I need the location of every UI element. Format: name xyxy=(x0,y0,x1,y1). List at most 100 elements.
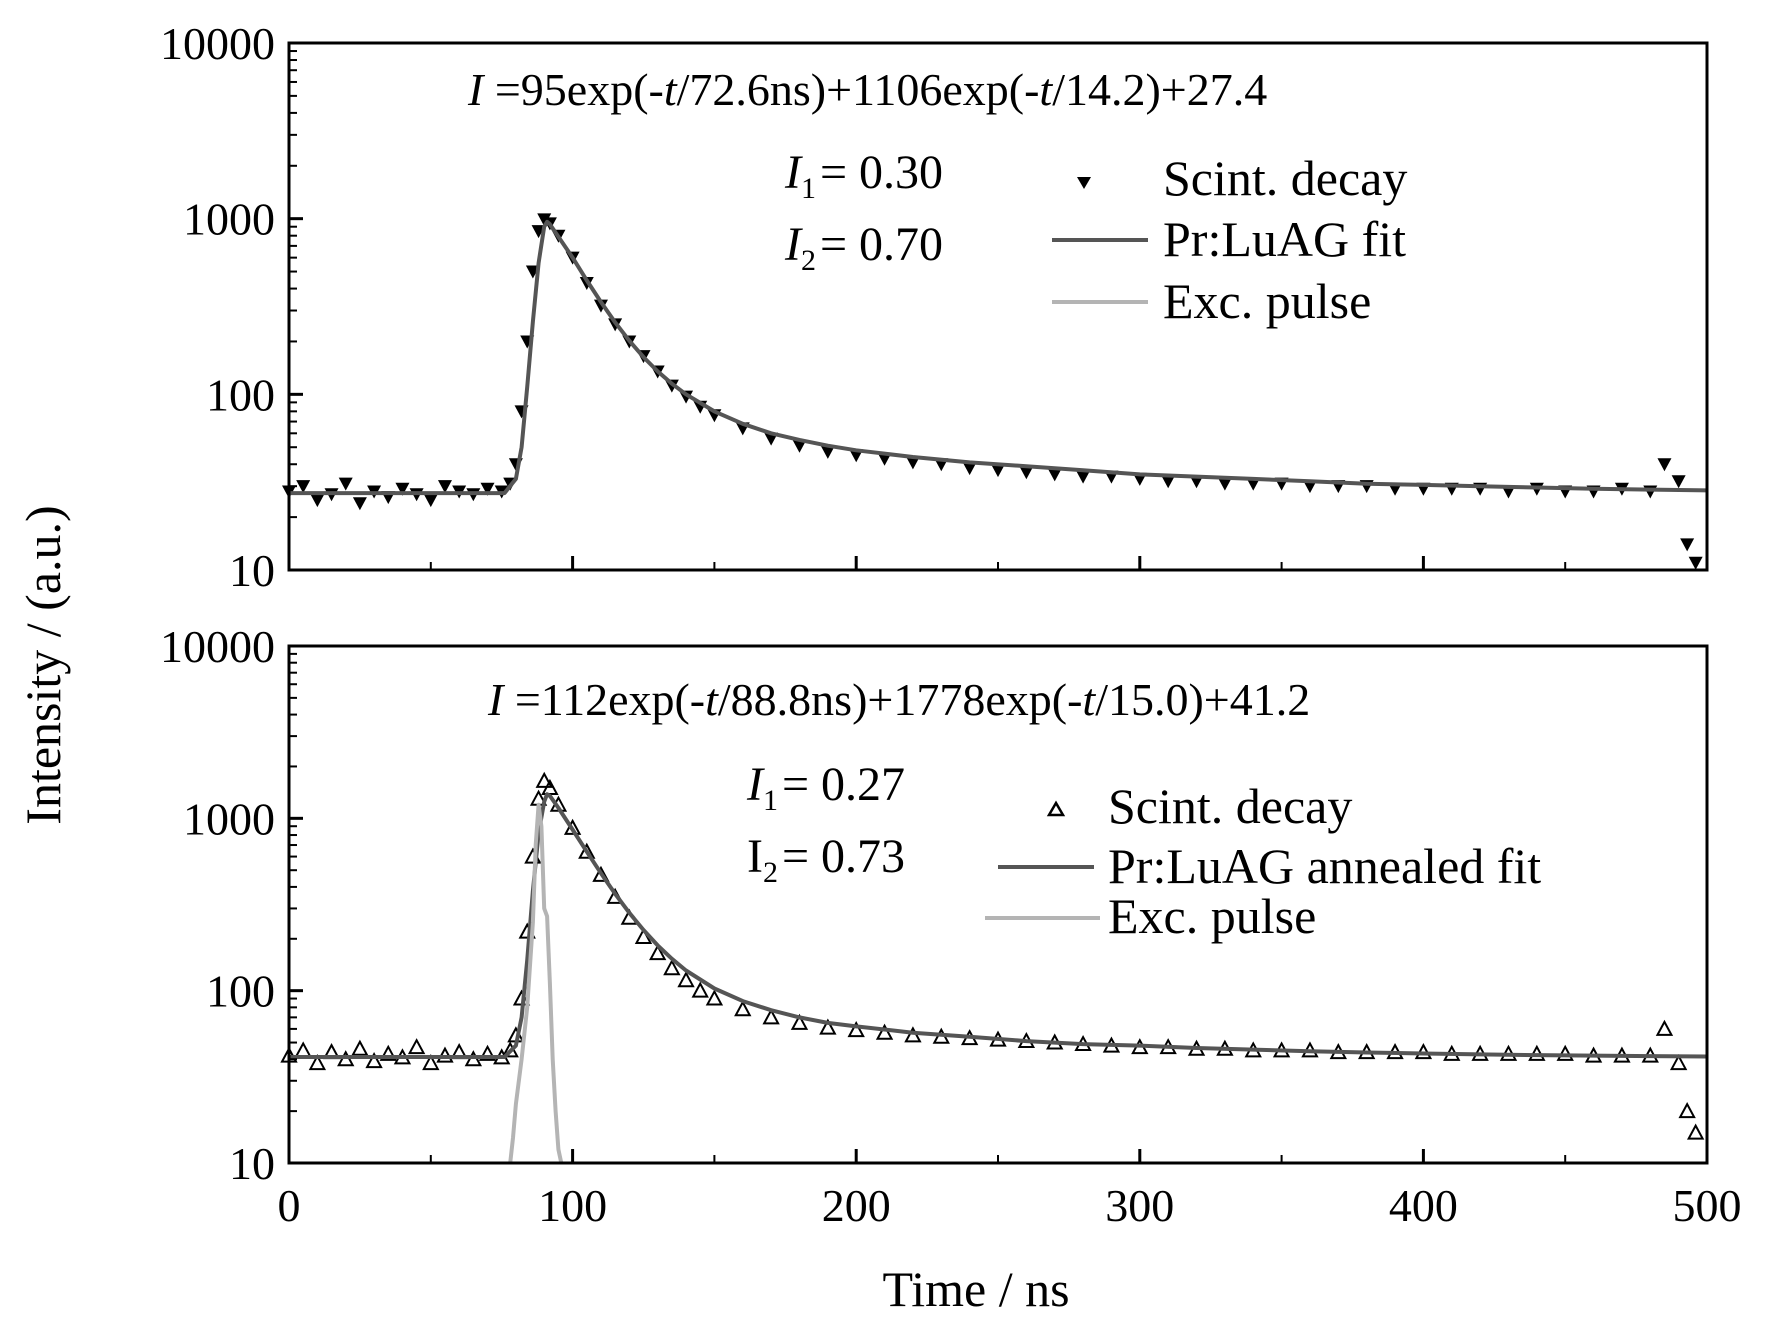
bottom-eq-mid: /88.8ns)+1778exp(- xyxy=(718,674,1083,725)
bottom-data-point xyxy=(1678,1102,1696,1119)
bottom-data-point xyxy=(478,1044,497,1061)
top-frac1-symbol: I xyxy=(784,146,803,199)
x-tick-label: 400 xyxy=(1389,1180,1458,1231)
top-data-point xyxy=(820,445,835,459)
top-legend-label-decay: Scint. decay xyxy=(1163,150,1407,206)
bottom-series-pr-luag-annealed-fit-line xyxy=(289,792,1708,1059)
top-data-point xyxy=(437,480,452,494)
top-data-point xyxy=(1671,475,1686,489)
top-frac2-symbol: I xyxy=(784,218,803,271)
bottom-data-point xyxy=(1655,1019,1674,1036)
top-legend-label-fit: Pr:LuAG fit xyxy=(1163,211,1406,267)
top-series-pr-luag-fit-line xyxy=(289,219,1708,496)
bottom-eq-prefix: I xyxy=(487,674,506,725)
top-eq-t2: t xyxy=(1039,64,1053,115)
top-y-tick-label: 10 xyxy=(229,545,275,596)
bottom-data-point xyxy=(762,1008,780,1025)
x-tick-label: 300 xyxy=(1105,1180,1174,1231)
bottom-frac2-sub: 2 xyxy=(763,856,778,889)
top-equation: I =95exp(-t/72.6ns)+1106exp(-t/14.2)+27.… xyxy=(467,64,1267,115)
bottom-data-point xyxy=(578,842,596,859)
bottom-data-point xyxy=(649,944,667,961)
top-data-point xyxy=(1076,470,1091,484)
top-data-point xyxy=(1019,466,1034,480)
top-data-point xyxy=(991,464,1005,478)
top-y-tick-label: 10000 xyxy=(160,18,275,69)
top-data-point xyxy=(1161,475,1176,489)
top-frac2-value: = 0.70 xyxy=(820,218,943,271)
bottom-axes: 10 100 1000 10000 0 100 200 300 400 500 xyxy=(160,621,1742,1231)
top-data-point xyxy=(1643,485,1658,499)
top-data-point xyxy=(962,462,977,476)
top-data-point xyxy=(905,456,920,470)
bottom-fraction-2: I2= 0.73 xyxy=(747,830,905,889)
bottom-data-point xyxy=(535,771,553,788)
top-legend: Scint. decay Pr:LuAG fit Exc. pulse xyxy=(1052,150,1407,329)
bottom-data-point xyxy=(365,1052,383,1069)
bottom-data-point xyxy=(351,1039,369,1056)
top-data-point xyxy=(395,482,410,496)
top-data-point xyxy=(423,494,438,508)
x-tick-label: 200 xyxy=(822,1180,891,1231)
bottom-data-point xyxy=(790,1013,809,1030)
bottom-data-point xyxy=(308,1053,327,1071)
top-eq-prefix: I xyxy=(467,64,486,115)
top-data-point xyxy=(792,439,807,453)
bottom-y-tick-label: 10000 xyxy=(160,621,275,672)
bottom-frac2-value: = 0.73 xyxy=(782,830,905,883)
bottom-frac2-symbol: I xyxy=(747,830,763,883)
top-y-tick-label: 1000 xyxy=(183,194,275,245)
bottom-frac1-symbol: I xyxy=(746,758,765,811)
top-data-point xyxy=(480,482,495,496)
top-legend-label-pulse: Exc. pulse xyxy=(1163,273,1371,329)
bottom-data-point xyxy=(422,1053,440,1071)
top-data-point xyxy=(1217,477,1232,491)
bottom-data-point xyxy=(379,1044,397,1061)
bottom-data-point xyxy=(407,1038,426,1055)
top-data-point xyxy=(310,494,325,508)
top-data-point xyxy=(1047,468,1062,482)
top-fraction-1: I1= 0.30 xyxy=(784,146,943,205)
bottom-eq-t2: t xyxy=(1082,674,1096,725)
bottom-data-point xyxy=(875,1023,894,1040)
top-frac2-sub: 2 xyxy=(801,244,816,277)
bottom-panel: 10 100 1000 10000 0 100 200 300 400 500 I =112exp… xyxy=(160,621,1742,1231)
top-frac1-value: = 0.30 xyxy=(820,146,943,199)
bottom-data-point xyxy=(705,989,724,1006)
top-eq-t1: t xyxy=(664,64,678,115)
bottom-data-point xyxy=(1686,1123,1705,1140)
bottom-data-point xyxy=(592,865,610,882)
top-data-point xyxy=(1680,538,1695,552)
top-eq-mid: /72.6ns)+1106exp(- xyxy=(677,64,1040,115)
bottom-equation: I =112exp(-t/88.8ns)+1778exp(-t/15.0)+41… xyxy=(487,674,1310,725)
bottom-data-point xyxy=(734,1000,752,1017)
bottom-legend-label-pulse: Exc. pulse xyxy=(1108,888,1316,944)
top-eq-tail: /14.2)+27.4 xyxy=(1052,64,1267,115)
bottom-data-point xyxy=(847,1021,865,1038)
top-data-point xyxy=(1688,556,1703,570)
top-panel: 10 100 1000 10000 I =95exp(-t/72.6ns)+1106e… xyxy=(160,18,1709,596)
bottom-y-tick-label: 10 xyxy=(229,1138,275,1189)
top-y-tick-label: 100 xyxy=(206,369,275,420)
top-data-point xyxy=(352,497,367,511)
top-data-layer xyxy=(282,213,1708,570)
bottom-legend-marker-decay xyxy=(1046,800,1066,817)
x-tick-label: 0 xyxy=(278,1180,301,1231)
top-frac1-sub: 1 xyxy=(801,172,816,205)
top-data-point xyxy=(338,477,353,491)
bottom-frac1-sub: 1 xyxy=(763,784,778,817)
bottom-data-point xyxy=(663,959,681,976)
bottom-frac1-value: = 0.27 xyxy=(782,758,905,811)
bottom-data-point xyxy=(677,971,695,988)
bottom-data-layer xyxy=(280,771,1708,1164)
top-legend-marker-decay xyxy=(1077,177,1091,189)
bottom-y-tick-label: 1000 xyxy=(183,793,275,844)
bottom-eq-tail: /15.0)+41.2 xyxy=(1095,674,1310,725)
top-data-point xyxy=(1657,458,1672,472)
bottom-data-point xyxy=(691,981,709,998)
x-tick-label: 100 xyxy=(538,1180,607,1231)
bottom-series-exc-pulse-line xyxy=(508,802,564,1164)
x-axis-title: Time / ns xyxy=(882,1261,1069,1317)
y-axis-title: Intensity / (a.u.) xyxy=(15,505,71,824)
